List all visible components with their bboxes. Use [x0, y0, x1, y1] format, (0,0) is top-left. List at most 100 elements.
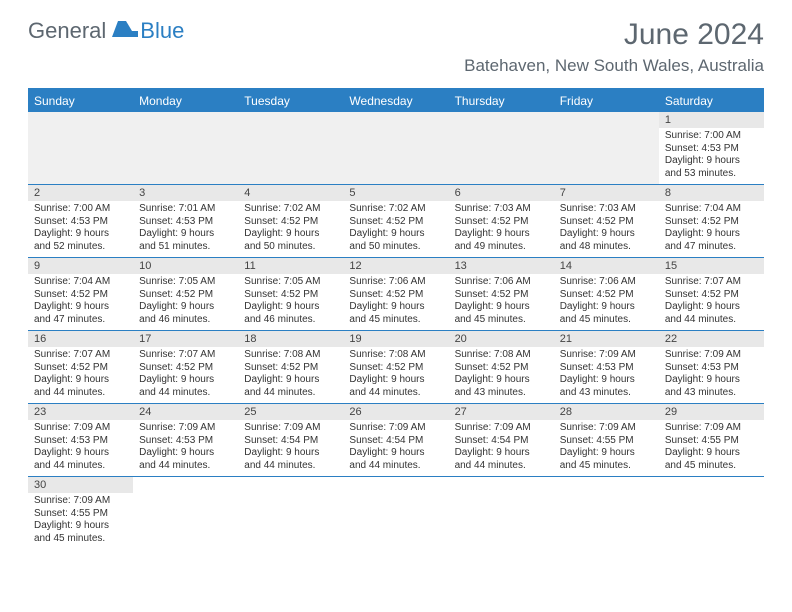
calendar-cell: 19Sunrise: 7:08 AMSunset: 4:52 PMDayligh…	[343, 331, 448, 403]
sunset-line: Sunset: 4:52 PM	[455, 289, 548, 302]
date-number: 2	[28, 185, 133, 201]
sunrise-line: Sunrise: 7:03 AM	[560, 203, 653, 216]
sunrise-line: Sunrise: 7:09 AM	[139, 422, 232, 435]
day-headers-row: SundayMondayTuesdayWednesdayThursdayFrid…	[28, 90, 764, 112]
daylight-line: Daylight: 9 hours and 44 minutes.	[349, 447, 442, 472]
date-number: 22	[659, 331, 764, 347]
sunrise-line: Sunrise: 7:01 AM	[139, 203, 232, 216]
cell-body: Sunrise: 7:04 AMSunset: 4:52 PMDaylight:…	[659, 201, 764, 256]
cell-body: Sunrise: 7:08 AMSunset: 4:52 PMDaylight:…	[449, 347, 554, 402]
daylight-line: Daylight: 9 hours and 51 minutes.	[139, 228, 232, 253]
sunrise-line: Sunrise: 7:07 AM	[665, 276, 758, 289]
day-header: Saturday	[659, 90, 764, 112]
calendar: SundayMondayTuesdayWednesdayThursdayFrid…	[28, 88, 764, 549]
calendar-cell: 9Sunrise: 7:04 AMSunset: 4:52 PMDaylight…	[28, 258, 133, 330]
day-header: Wednesday	[343, 90, 448, 112]
date-number: 14	[554, 258, 659, 274]
date-number: 15	[659, 258, 764, 274]
calendar-cell: 12Sunrise: 7:06 AMSunset: 4:52 PMDayligh…	[343, 258, 448, 330]
sunrise-line: Sunrise: 7:09 AM	[455, 422, 548, 435]
title-block: June 2024 Batehaven, New South Wales, Au…	[464, 18, 764, 76]
calendar-cell	[343, 477, 448, 549]
sunset-line: Sunset: 4:55 PM	[560, 435, 653, 448]
sunrise-line: Sunrise: 7:09 AM	[665, 422, 758, 435]
date-number: 13	[449, 258, 554, 274]
calendar-cell: 4Sunrise: 7:02 AMSunset: 4:52 PMDaylight…	[238, 185, 343, 257]
sunrise-line: Sunrise: 7:02 AM	[349, 203, 442, 216]
logo-text-blue: Blue	[140, 18, 184, 44]
date-number: 8	[659, 185, 764, 201]
cell-body: Sunrise: 7:06 AMSunset: 4:52 PMDaylight:…	[343, 274, 448, 329]
daylight-line: Daylight: 9 hours and 46 minutes.	[244, 301, 337, 326]
sunset-line: Sunset: 4:53 PM	[665, 143, 758, 156]
calendar-cell	[238, 477, 343, 549]
cell-body: Sunrise: 7:00 AMSunset: 4:53 PMDaylight:…	[659, 128, 764, 183]
sunrise-line: Sunrise: 7:05 AM	[139, 276, 232, 289]
sunset-line: Sunset: 4:52 PM	[665, 289, 758, 302]
sunset-line: Sunset: 4:54 PM	[455, 435, 548, 448]
calendar-cell	[343, 112, 448, 184]
calendar-cell: 21Sunrise: 7:09 AMSunset: 4:53 PMDayligh…	[554, 331, 659, 403]
month-title: June 2024	[464, 18, 764, 52]
cell-body: Sunrise: 7:05 AMSunset: 4:52 PMDaylight:…	[238, 274, 343, 329]
day-header: Friday	[554, 90, 659, 112]
sunset-line: Sunset: 4:53 PM	[139, 216, 232, 229]
daylight-line: Daylight: 9 hours and 45 minutes.	[34, 520, 127, 545]
sunset-line: Sunset: 4:52 PM	[349, 289, 442, 302]
cell-body: Sunrise: 7:07 AMSunset: 4:52 PMDaylight:…	[659, 274, 764, 329]
calendar-week: 1Sunrise: 7:00 AMSunset: 4:53 PMDaylight…	[28, 112, 764, 185]
daylight-line: Daylight: 9 hours and 50 minutes.	[349, 228, 442, 253]
calendar-cell: 17Sunrise: 7:07 AMSunset: 4:52 PMDayligh…	[133, 331, 238, 403]
daylight-line: Daylight: 9 hours and 45 minutes.	[455, 301, 548, 326]
cell-body: Sunrise: 7:06 AMSunset: 4:52 PMDaylight:…	[449, 274, 554, 329]
cell-body: Sunrise: 7:09 AMSunset: 4:54 PMDaylight:…	[343, 420, 448, 475]
sunrise-line: Sunrise: 7:06 AM	[349, 276, 442, 289]
sunrise-line: Sunrise: 7:08 AM	[455, 349, 548, 362]
cell-body: Sunrise: 7:03 AMSunset: 4:52 PMDaylight:…	[554, 201, 659, 256]
date-number: 25	[238, 404, 343, 420]
cell-body: Sunrise: 7:07 AMSunset: 4:52 PMDaylight:…	[28, 347, 133, 402]
daylight-line: Daylight: 9 hours and 45 minutes.	[665, 447, 758, 472]
sunset-line: Sunset: 4:53 PM	[34, 435, 127, 448]
calendar-week: 9Sunrise: 7:04 AMSunset: 4:52 PMDaylight…	[28, 258, 764, 331]
sunrise-line: Sunrise: 7:00 AM	[665, 130, 758, 143]
daylight-line: Daylight: 9 hours and 44 minutes.	[34, 447, 127, 472]
calendar-cell: 23Sunrise: 7:09 AMSunset: 4:53 PMDayligh…	[28, 404, 133, 476]
sunrise-line: Sunrise: 7:09 AM	[560, 422, 653, 435]
date-number: 4	[238, 185, 343, 201]
sunset-line: Sunset: 4:53 PM	[560, 362, 653, 375]
sunset-line: Sunset: 4:52 PM	[560, 216, 653, 229]
sunrise-line: Sunrise: 7:02 AM	[244, 203, 337, 216]
cell-body: Sunrise: 7:03 AMSunset: 4:52 PMDaylight:…	[449, 201, 554, 256]
calendar-cell	[449, 477, 554, 549]
daylight-line: Daylight: 9 hours and 44 minutes.	[244, 374, 337, 399]
date-number: 5	[343, 185, 448, 201]
sunrise-line: Sunrise: 7:00 AM	[34, 203, 127, 216]
sunrise-line: Sunrise: 7:09 AM	[665, 349, 758, 362]
header: General Blue June 2024 Batehaven, New So…	[0, 0, 792, 80]
calendar-week: 23Sunrise: 7:09 AMSunset: 4:53 PMDayligh…	[28, 404, 764, 477]
calendar-cell: 10Sunrise: 7:05 AMSunset: 4:52 PMDayligh…	[133, 258, 238, 330]
sunrise-line: Sunrise: 7:09 AM	[244, 422, 337, 435]
calendar-cell	[659, 477, 764, 549]
calendar-cell: 15Sunrise: 7:07 AMSunset: 4:52 PMDayligh…	[659, 258, 764, 330]
sunset-line: Sunset: 4:53 PM	[34, 216, 127, 229]
daylight-line: Daylight: 9 hours and 43 minutes.	[455, 374, 548, 399]
daylight-line: Daylight: 9 hours and 45 minutes.	[560, 301, 653, 326]
daylight-line: Daylight: 9 hours and 46 minutes.	[139, 301, 232, 326]
calendar-week: 2Sunrise: 7:00 AMSunset: 4:53 PMDaylight…	[28, 185, 764, 258]
sunset-line: Sunset: 4:52 PM	[244, 216, 337, 229]
calendar-cell	[133, 477, 238, 549]
sunset-line: Sunset: 4:52 PM	[455, 216, 548, 229]
date-number: 16	[28, 331, 133, 347]
calendar-cell: 2Sunrise: 7:00 AMSunset: 4:53 PMDaylight…	[28, 185, 133, 257]
calendar-cell: 3Sunrise: 7:01 AMSunset: 4:53 PMDaylight…	[133, 185, 238, 257]
sunset-line: Sunset: 4:52 PM	[139, 362, 232, 375]
daylight-line: Daylight: 9 hours and 45 minutes.	[349, 301, 442, 326]
sunset-line: Sunset: 4:52 PM	[244, 289, 337, 302]
cell-body: Sunrise: 7:09 AMSunset: 4:54 PMDaylight:…	[238, 420, 343, 475]
cell-body: Sunrise: 7:09 AMSunset: 4:55 PMDaylight:…	[554, 420, 659, 475]
date-number: 24	[133, 404, 238, 420]
calendar-week: 30Sunrise: 7:09 AMSunset: 4:55 PMDayligh…	[28, 477, 764, 549]
daylight-line: Daylight: 9 hours and 44 minutes.	[139, 374, 232, 399]
